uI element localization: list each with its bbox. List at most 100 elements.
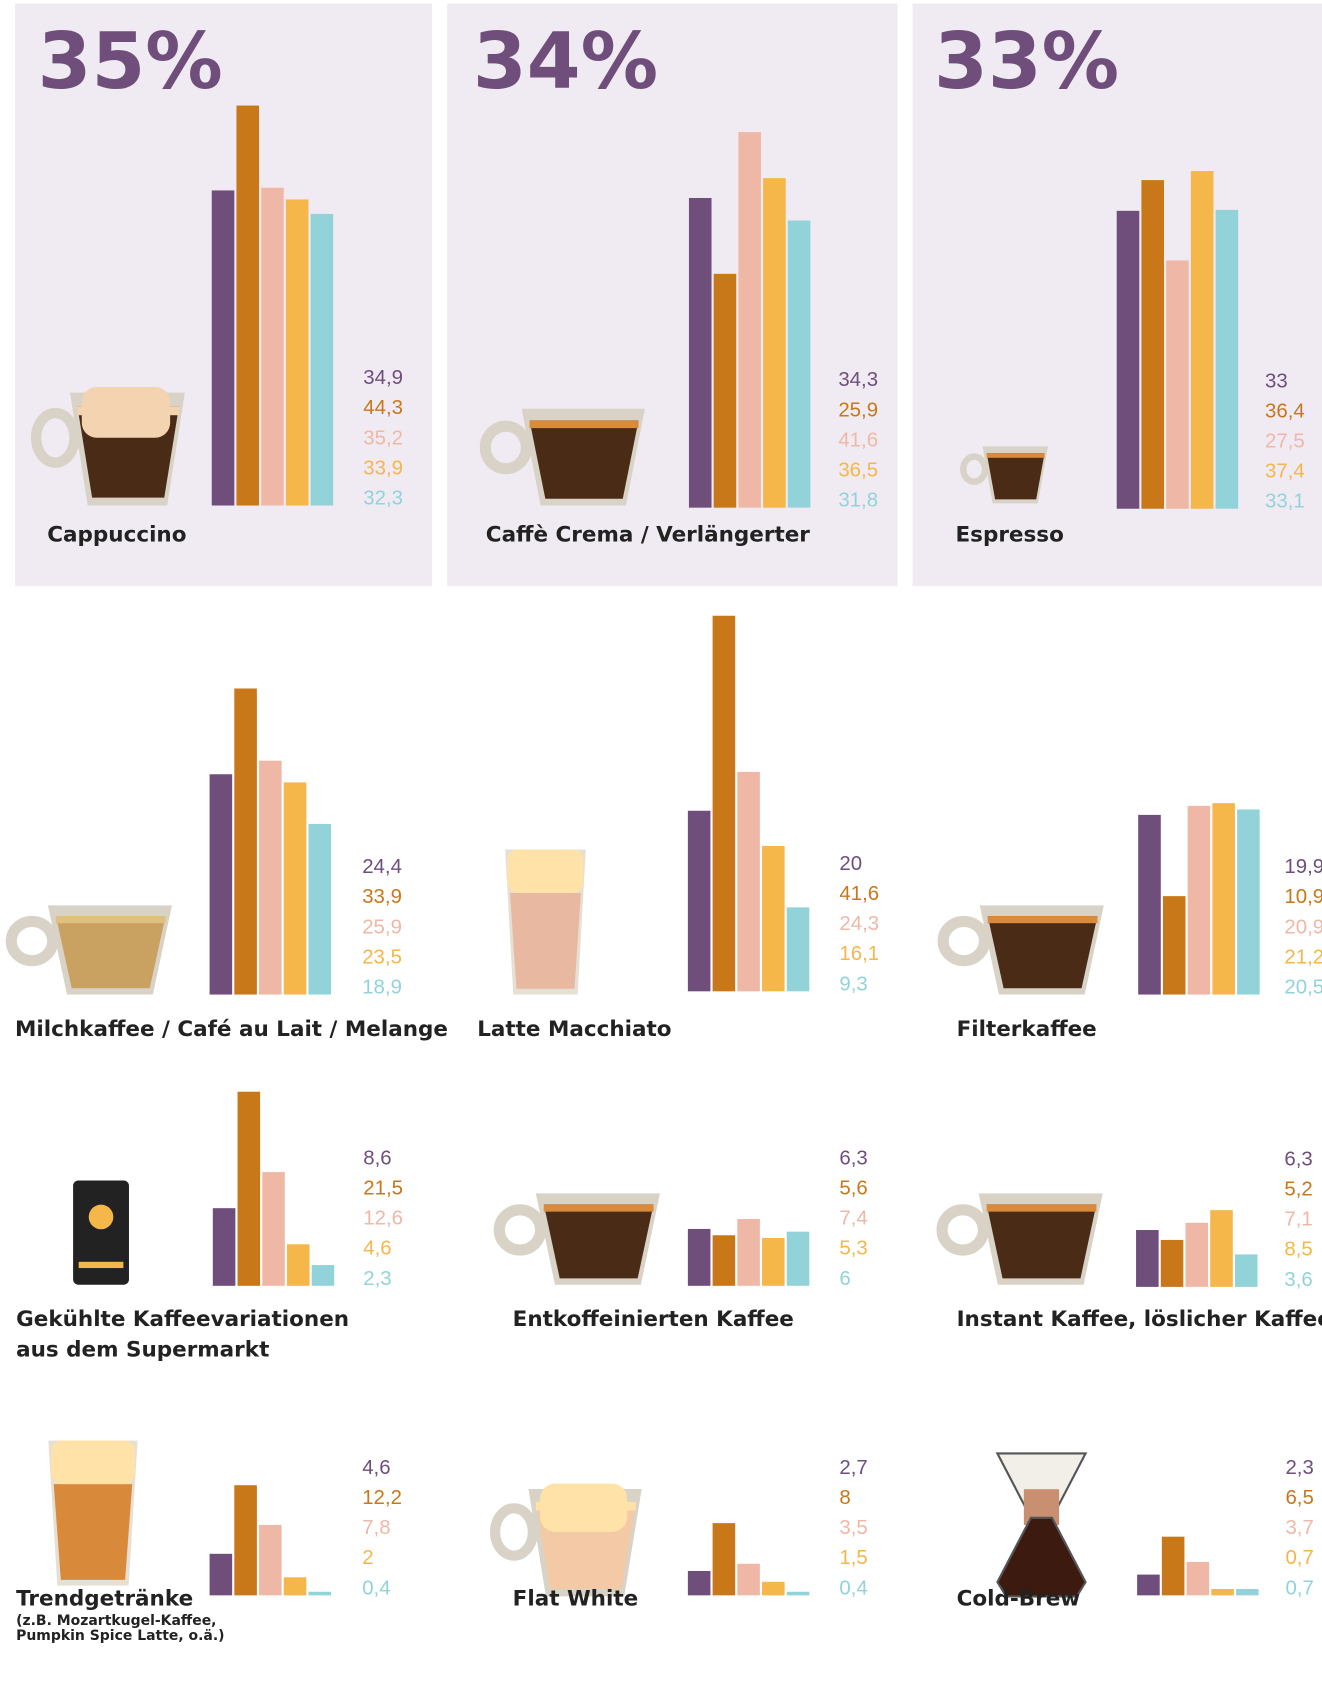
value-label: 33,9 xyxy=(362,886,402,908)
value-label: 1,5 xyxy=(839,1547,867,1569)
bar xyxy=(209,774,233,995)
value-label: 19,9 xyxy=(1284,856,1322,878)
cup-handle xyxy=(5,915,59,967)
bar xyxy=(1162,896,1186,995)
bar xyxy=(688,197,712,508)
chart-title: Milchkaffee / Café au Lait / Melange xyxy=(15,1017,448,1042)
value-label: 20 xyxy=(839,853,862,875)
value-label: 7,1 xyxy=(1284,1209,1312,1231)
bar xyxy=(762,1237,785,1286)
value-label: 21,5 xyxy=(363,1177,403,1199)
value-label: 2,3 xyxy=(363,1268,391,1290)
bar xyxy=(310,213,334,506)
can xyxy=(73,1180,129,1285)
bar xyxy=(1212,803,1235,995)
value-label: 6,5 xyxy=(1285,1487,1313,1509)
value-label: 23,5 xyxy=(362,946,402,968)
value-label: 20,5 xyxy=(1284,976,1322,998)
bar xyxy=(212,1208,236,1286)
bar xyxy=(259,1524,282,1596)
value-label: 33,1 xyxy=(1265,491,1305,513)
value-label: 0,7 xyxy=(1285,1577,1313,1599)
bar xyxy=(786,1231,810,1286)
cup-liquid xyxy=(986,1204,1097,1279)
bar xyxy=(737,771,760,992)
chart-title: Flat White xyxy=(513,1587,639,1612)
value-label: 7,8 xyxy=(362,1517,390,1539)
value-label: 35,2 xyxy=(363,427,403,449)
bar xyxy=(311,1265,335,1286)
value-label: 37,4 xyxy=(1265,461,1305,483)
value-label: 34,3 xyxy=(838,369,878,391)
value-label: 32,3 xyxy=(363,487,403,509)
chart-title: Instant Kaffee, löslicher Kaffee xyxy=(957,1307,1322,1332)
value-label: 3,6 xyxy=(1284,1269,1312,1291)
value-label: 8,6 xyxy=(363,1147,391,1169)
bar xyxy=(259,760,282,995)
can-logo xyxy=(88,1204,114,1230)
value-label: 6 xyxy=(839,1268,850,1290)
cup-handle xyxy=(936,1204,990,1256)
value-label: 0,4 xyxy=(362,1577,390,1599)
bar xyxy=(738,132,761,508)
value-label: 2,3 xyxy=(1285,1457,1313,1479)
bar xyxy=(1210,1210,1233,1287)
bar xyxy=(1211,1589,1234,1596)
value-label: 7,4 xyxy=(839,1208,867,1230)
value-label: 8,5 xyxy=(1284,1239,1312,1261)
value-label: 2,7 xyxy=(839,1457,867,1479)
bar xyxy=(1116,210,1140,509)
bar xyxy=(285,199,309,506)
cup-liquid xyxy=(543,1204,654,1279)
bar xyxy=(1186,1561,1210,1596)
bar xyxy=(1185,1222,1209,1287)
value-label: 10,9 xyxy=(1284,886,1322,908)
bar xyxy=(236,105,260,506)
cup-liquid xyxy=(986,453,1045,500)
bar xyxy=(211,190,235,506)
cup-foam xyxy=(540,1483,628,1532)
value-label: 36,5 xyxy=(838,460,878,482)
value-label: 5,2 xyxy=(1284,1179,1312,1201)
bar xyxy=(308,1591,332,1596)
value-label: 31,8 xyxy=(838,490,878,512)
cup-crema xyxy=(987,916,1098,924)
bar xyxy=(1141,180,1165,509)
value-label: 24,3 xyxy=(839,913,879,935)
bar xyxy=(687,1570,711,1596)
cup-foam xyxy=(81,387,171,438)
bar xyxy=(209,1553,233,1596)
cup-handle xyxy=(493,1204,547,1256)
bar xyxy=(786,1591,810,1596)
glass-foam xyxy=(507,849,584,893)
chart-title: Cold-Brew xyxy=(957,1587,1081,1612)
cup-handle xyxy=(30,407,80,468)
headline: 35% xyxy=(38,17,223,107)
value-label: 36,4 xyxy=(1265,400,1305,422)
bar xyxy=(1237,809,1260,995)
cup-handle xyxy=(960,453,989,485)
bar xyxy=(1138,814,1161,995)
value-label: 34,9 xyxy=(363,367,403,389)
bar xyxy=(1187,805,1211,995)
value-label: 5,3 xyxy=(839,1238,867,1260)
bar xyxy=(786,907,810,992)
value-label: 27,5 xyxy=(1265,430,1305,452)
value-label: 25,9 xyxy=(838,399,878,421)
headline: 33% xyxy=(934,17,1119,107)
bar xyxy=(763,178,786,508)
cup-handle xyxy=(490,1503,538,1561)
chart-title: Cappuccino xyxy=(47,523,186,548)
chart-title: Latte Macchiato xyxy=(477,1017,671,1042)
bar xyxy=(1215,209,1239,509)
chart-title: Caffè Crema / Verlängerter xyxy=(486,523,811,548)
bar xyxy=(1160,1239,1184,1287)
chart-title: aus dem Supermarkt xyxy=(16,1337,269,1362)
value-label: 0,7 xyxy=(1285,1547,1313,1569)
bar xyxy=(687,1228,711,1286)
bar xyxy=(283,1577,307,1596)
chart-subtitle: Pumpkin Spice Latte, o.ä.) xyxy=(16,1628,224,1644)
value-label: 16,1 xyxy=(839,943,879,965)
value-label: 4,6 xyxy=(362,1457,390,1479)
